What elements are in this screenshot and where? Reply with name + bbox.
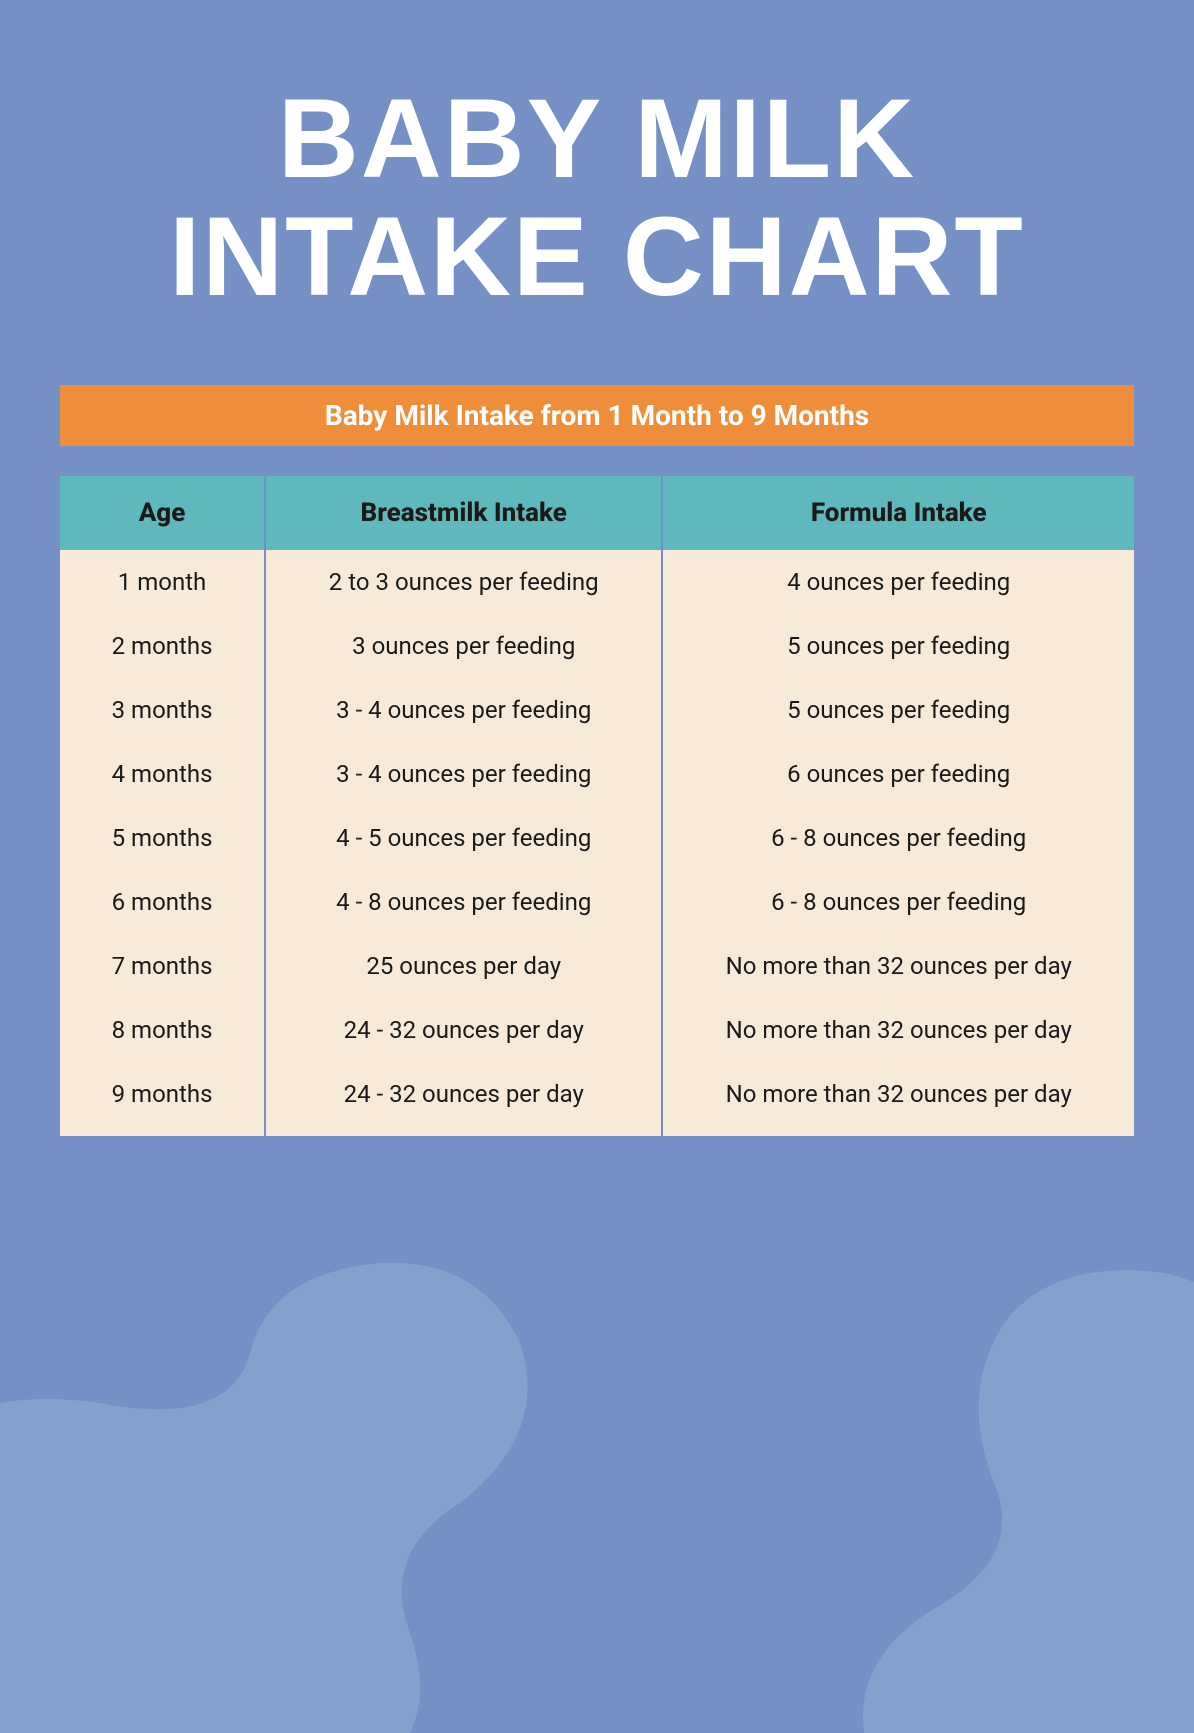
table-row: 5 months4 - 5 ounces per feeding6 - 8 ou… — [60, 806, 1134, 870]
cell-age: 6 months — [60, 870, 264, 934]
cell-breastmilk: 3 ounces per feeding — [264, 614, 661, 678]
table-row: 7 months25 ounces per dayNo more than 32… — [60, 934, 1134, 998]
subtitle-bar: Baby Milk Intake from 1 Month to 9 Month… — [60, 385, 1134, 446]
cell-breastmilk: 2 to 3 ounces per feeding — [264, 550, 661, 614]
cell-breastmilk: 4 - 5 ounces per feeding — [264, 806, 661, 870]
cell-age: 5 months — [60, 806, 264, 870]
cell-breastmilk: 24 - 32 ounces per day — [264, 998, 661, 1062]
cell-formula: 5 ounces per feeding — [661, 614, 1134, 678]
cell-age: 9 months — [60, 1062, 264, 1136]
content-wrapper: BABY MILK INTAKE CHART Baby Milk Intake … — [0, 0, 1194, 1136]
cell-formula: 5 ounces per feeding — [661, 678, 1134, 742]
cell-age: 1 month — [60, 550, 264, 614]
title-line-1: BABY MILK — [278, 76, 916, 201]
table-row: 3 months3 - 4 ounces per feeding5 ounces… — [60, 678, 1134, 742]
cell-breastmilk: 3 - 4 ounces per feeding — [264, 678, 661, 742]
cell-breastmilk: 3 - 4 ounces per feeding — [264, 742, 661, 806]
cell-age: 8 months — [60, 998, 264, 1062]
column-header-breastmilk: Breastmilk Intake — [264, 476, 661, 550]
table-row: 9 months24 - 32 ounces per dayNo more th… — [60, 1062, 1134, 1136]
cell-age: 7 months — [60, 934, 264, 998]
page-title: BABY MILK INTAKE CHART — [60, 80, 1134, 315]
cell-formula: 4 ounces per feeding — [661, 550, 1134, 614]
table-row: 8 months24 - 32 ounces per dayNo more th… — [60, 998, 1134, 1062]
cell-breastmilk: 24 - 32 ounces per day — [264, 1062, 661, 1136]
cell-formula: No more than 32 ounces per day — [661, 1062, 1134, 1136]
table-row: 4 months3 - 4 ounces per feeding6 ounces… — [60, 742, 1134, 806]
cell-age: 4 months — [60, 742, 264, 806]
cell-age: 3 months — [60, 678, 264, 742]
table-row: 1 month2 to 3 ounces per feeding4 ounces… — [60, 550, 1134, 614]
cell-formula: No more than 32 ounces per day — [661, 934, 1134, 998]
decorative-blob-left — [0, 1233, 550, 1733]
table-row: 6 months4 - 8 ounces per feeding6 - 8 ou… — [60, 870, 1134, 934]
table-header-row: Age Breastmilk Intake Formula Intake — [60, 476, 1134, 550]
cell-formula: 6 - 8 ounces per feeding — [661, 870, 1134, 934]
cell-breastmilk: 4 - 8 ounces per feeding — [264, 870, 661, 934]
table-row: 2 months3 ounces per feeding5 ounces per… — [60, 614, 1134, 678]
cell-formula: 6 - 8 ounces per feeding — [661, 806, 1134, 870]
title-line-2: INTAKE CHART — [169, 194, 1025, 319]
decorative-blob-right — [824, 1233, 1194, 1733]
cell-breastmilk: 25 ounces per day — [264, 934, 661, 998]
column-header-formula: Formula Intake — [661, 476, 1134, 550]
cell-formula: No more than 32 ounces per day — [661, 998, 1134, 1062]
milk-intake-table: Age Breastmilk Intake Formula Intake 1 m… — [60, 476, 1134, 1136]
cell-age: 2 months — [60, 614, 264, 678]
column-header-age: Age — [60, 476, 264, 550]
cell-formula: 6 ounces per feeding — [661, 742, 1134, 806]
